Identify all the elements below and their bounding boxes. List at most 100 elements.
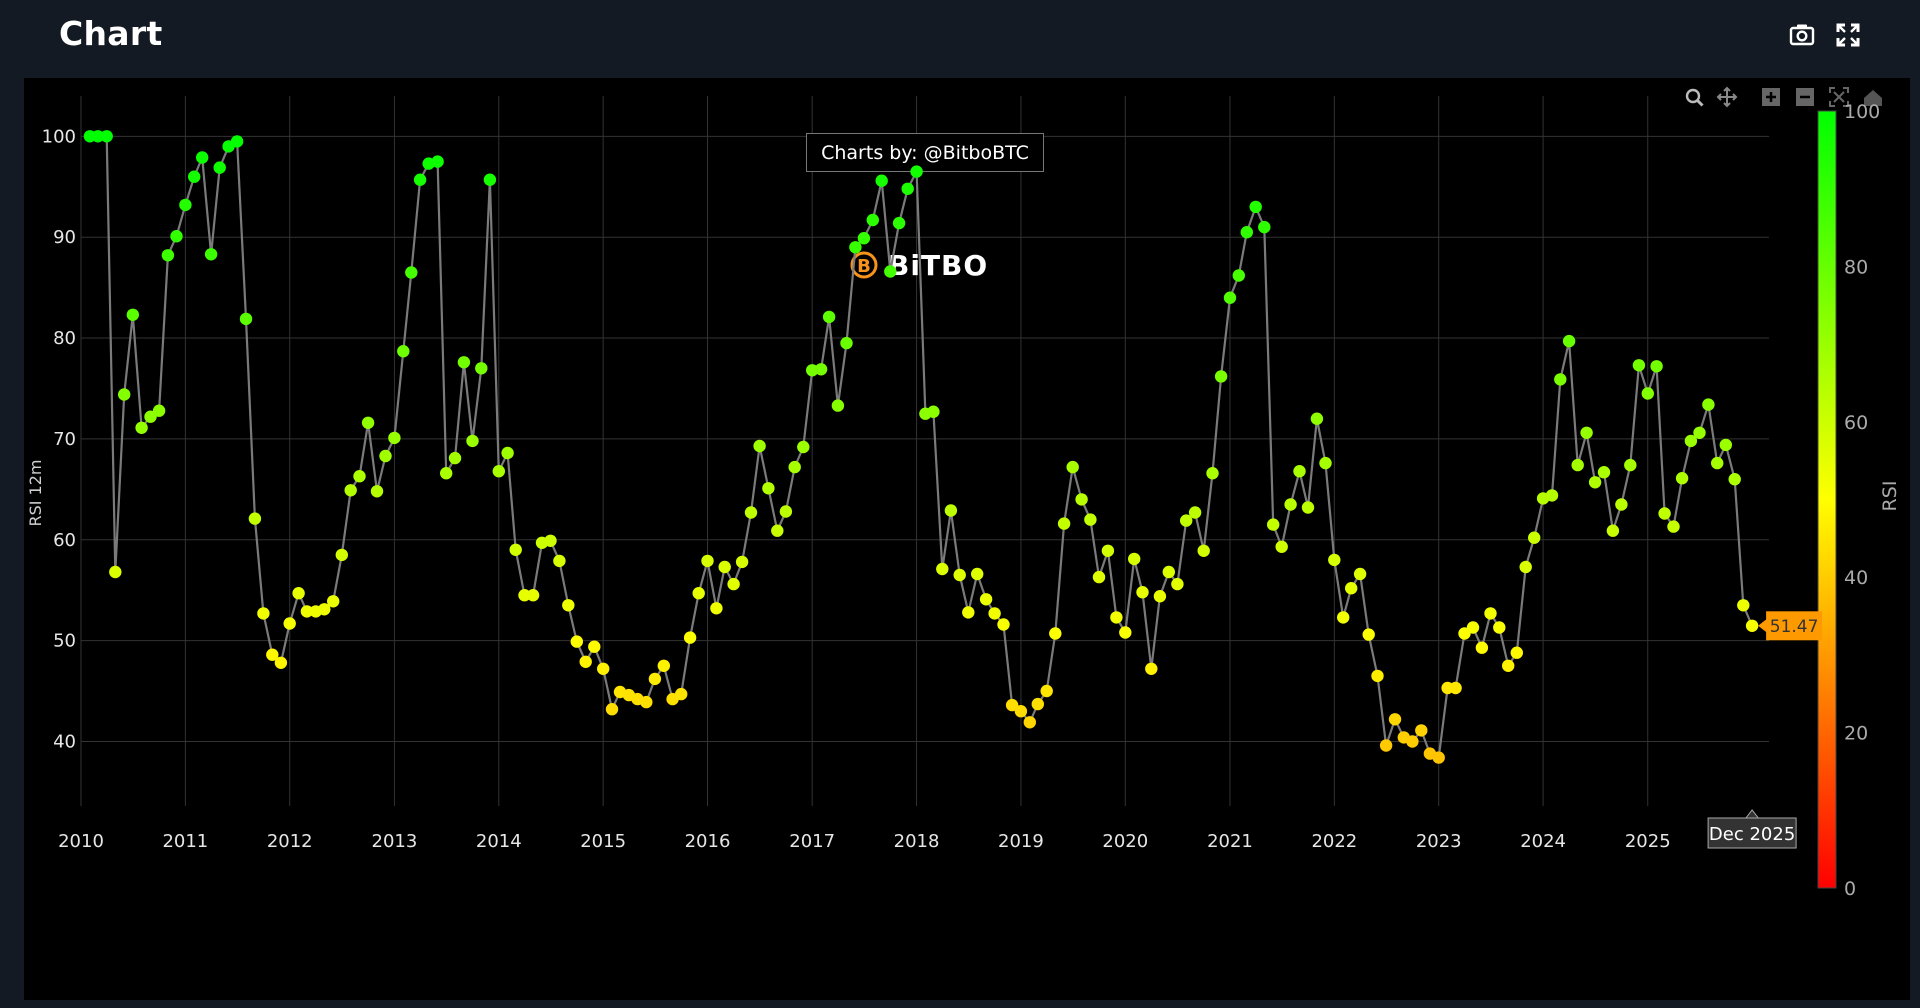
rsi-point[interactable] bbox=[1406, 735, 1419, 748]
rsi-point[interactable] bbox=[318, 603, 331, 616]
rsi-point[interactable] bbox=[640, 695, 653, 709]
rsi-point[interactable] bbox=[1675, 472, 1689, 485]
rsi-point[interactable] bbox=[1606, 524, 1620, 537]
rsi-point[interactable] bbox=[1615, 498, 1628, 511]
zoom-out-icon[interactable] bbox=[1796, 88, 1814, 106]
rsi-point[interactable] bbox=[884, 265, 897, 278]
rsi-point[interactable] bbox=[1084, 513, 1097, 526]
rsi-point[interactable] bbox=[1702, 398, 1715, 411]
rsi-point[interactable] bbox=[1328, 553, 1341, 567]
rsi-point[interactable] bbox=[1005, 698, 1019, 712]
rsi-point[interactable] bbox=[797, 440, 810, 454]
rsi-point[interactable] bbox=[179, 198, 192, 212]
rsi-point[interactable] bbox=[1562, 334, 1576, 348]
rsi-point[interactable] bbox=[1362, 628, 1375, 641]
rsi-point[interactable] bbox=[239, 312, 253, 326]
rsi-point[interactable] bbox=[1484, 607, 1497, 620]
rsi-point[interactable] bbox=[213, 161, 226, 174]
rsi-point[interactable] bbox=[248, 512, 262, 525]
rsi-point[interactable] bbox=[788, 460, 801, 474]
rsi-point[interactable] bbox=[1580, 426, 1593, 439]
rsi-point[interactable] bbox=[1493, 621, 1506, 634]
rsi-point[interactable] bbox=[944, 504, 958, 517]
rsi-point[interactable] bbox=[1684, 434, 1698, 448]
rsi-point[interactable] bbox=[544, 534, 557, 547]
rsi-point[interactable] bbox=[588, 640, 601, 653]
rsi-point[interactable] bbox=[1267, 518, 1280, 531]
rsi-point[interactable] bbox=[1379, 739, 1393, 752]
rsi-point[interactable] bbox=[335, 548, 348, 562]
rsi-point[interactable] bbox=[109, 565, 122, 579]
rsi-point[interactable] bbox=[727, 577, 740, 591]
rsi-point[interactable] bbox=[448, 451, 462, 465]
rsi-point[interactable] bbox=[466, 434, 479, 448]
reset-axes-icon[interactable] bbox=[1864, 90, 1882, 106]
rsi-point[interactable] bbox=[327, 595, 340, 608]
rsi-point[interactable] bbox=[388, 431, 401, 445]
rsi-point[interactable] bbox=[1232, 269, 1246, 282]
rsi-point[interactable] bbox=[892, 216, 906, 230]
rsi-point[interactable] bbox=[1449, 681, 1462, 695]
rsi-point[interactable] bbox=[1466, 621, 1480, 634]
rsi-point[interactable] bbox=[1014, 705, 1028, 718]
rsi-point[interactable] bbox=[1310, 412, 1324, 425]
rsi-point[interactable] bbox=[1319, 456, 1332, 470]
rsi-point[interactable] bbox=[831, 399, 845, 412]
rsi-point[interactable] bbox=[648, 672, 662, 686]
rsi-point[interactable] bbox=[927, 405, 940, 418]
rsi-point[interactable] bbox=[492, 465, 505, 478]
rsi-point[interactable] bbox=[1658, 507, 1671, 520]
rsi-point[interactable] bbox=[1571, 458, 1584, 472]
rsi-point[interactable] bbox=[526, 589, 540, 602]
rsi-point[interactable] bbox=[1275, 540, 1288, 553]
rsi-point[interactable] bbox=[875, 174, 888, 187]
rsi-point[interactable] bbox=[605, 703, 619, 716]
rsi-point[interactable] bbox=[1110, 611, 1123, 624]
rsi-point[interactable] bbox=[405, 266, 418, 279]
zoom-in-icon[interactable] bbox=[1762, 88, 1780, 106]
rsi-point[interactable] bbox=[675, 687, 688, 701]
rsi-point[interactable] bbox=[230, 135, 244, 148]
rsi-point[interactable] bbox=[1040, 684, 1053, 698]
rsi-point[interactable] bbox=[1337, 611, 1350, 624]
rsi-point[interactable] bbox=[1301, 501, 1315, 514]
rsi-point[interactable] bbox=[1119, 626, 1132, 639]
rsi-point[interactable] bbox=[1475, 641, 1489, 654]
rsi-point[interactable] bbox=[283, 617, 296, 630]
rsi-point[interactable] bbox=[1188, 506, 1202, 519]
rsi-point[interactable] bbox=[431, 155, 444, 168]
rsi-point[interactable] bbox=[300, 605, 314, 618]
rsi-point[interactable] bbox=[361, 416, 375, 429]
rsi-point[interactable] bbox=[1145, 662, 1158, 675]
rsi-point[interactable] bbox=[1249, 200, 1262, 214]
rsi-point[interactable] bbox=[126, 308, 139, 321]
rsi-point[interactable] bbox=[440, 467, 453, 480]
rsi-point[interactable] bbox=[701, 554, 714, 568]
rsi-point[interactable] bbox=[161, 249, 175, 262]
rsi-point[interactable] bbox=[579, 655, 592, 668]
rsi-point[interactable] bbox=[910, 165, 923, 178]
rsi-point[interactable] bbox=[135, 421, 148, 434]
rsi-markers[interactable] bbox=[83, 130, 1759, 764]
rsi-point[interactable] bbox=[1171, 577, 1184, 591]
rsi-point[interactable] bbox=[1223, 291, 1237, 304]
rsi-point[interactable] bbox=[1206, 467, 1219, 480]
rsi-point[interactable] bbox=[1545, 489, 1559, 502]
rsi-point[interactable] bbox=[971, 567, 984, 581]
rsi-point[interactable] bbox=[518, 589, 531, 602]
rsi-point[interactable] bbox=[857, 232, 871, 245]
rsi-point[interactable] bbox=[196, 151, 209, 164]
rsi-point[interactable] bbox=[1388, 713, 1402, 726]
rsi-point[interactable] bbox=[1632, 359, 1646, 372]
rsi-point[interactable] bbox=[170, 230, 183, 243]
rsi-point[interactable] bbox=[1432, 751, 1445, 764]
rsi-point[interactable] bbox=[1066, 460, 1079, 474]
rsi-point[interactable] bbox=[344, 484, 357, 497]
rsi-point[interactable] bbox=[814, 363, 828, 376]
rsi-point[interactable] bbox=[1641, 387, 1655, 400]
rsi-point[interactable] bbox=[901, 182, 914, 195]
rsi-point[interactable] bbox=[274, 656, 288, 669]
chart-panel[interactable]: 40 50 60 70 80 90 100 2010 2011 2012 2013 2014 2015… bbox=[24, 78, 1910, 1000]
rsi-point[interactable] bbox=[657, 659, 670, 672]
rsi-point[interactable] bbox=[1197, 544, 1210, 557]
